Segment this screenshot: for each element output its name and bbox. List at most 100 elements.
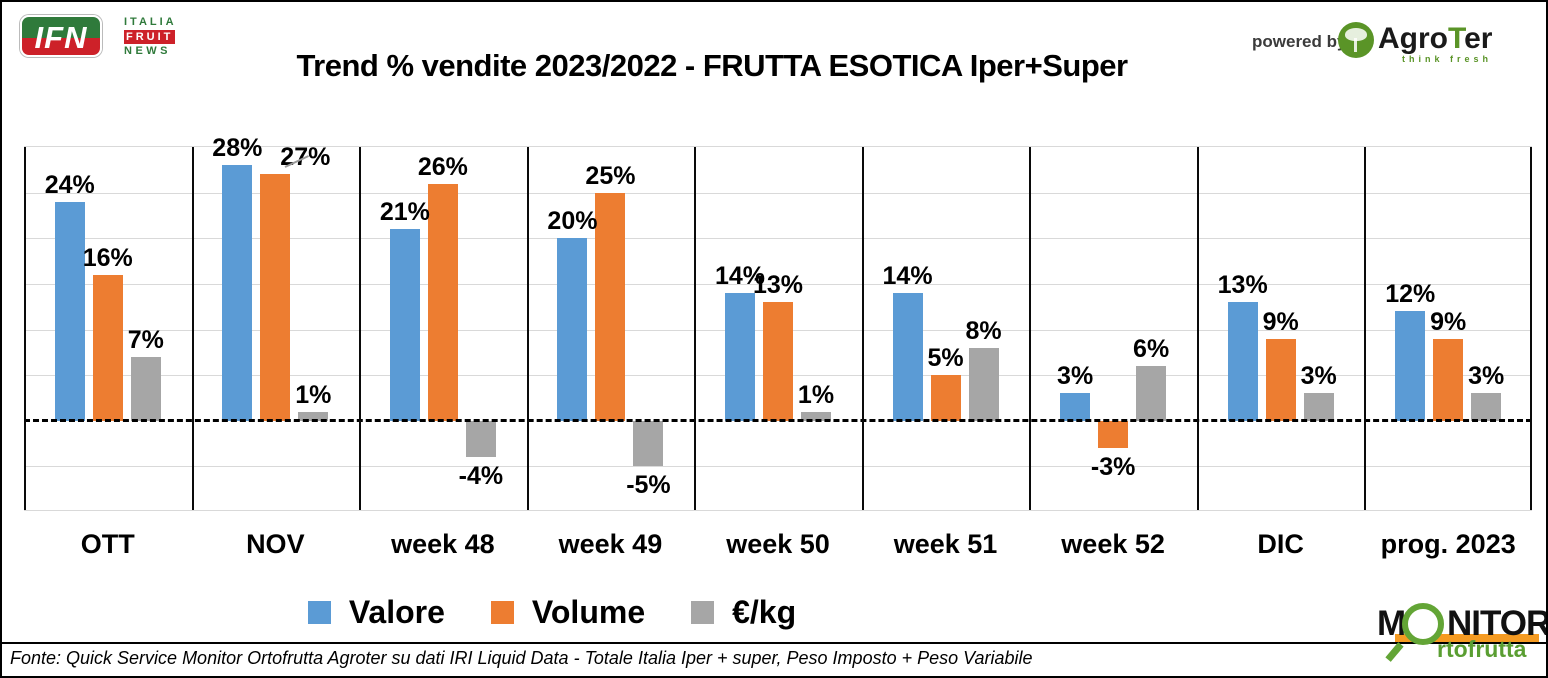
bar-valore-week-49 <box>557 238 588 421</box>
bar-valore-prog-2023 <box>1395 311 1426 421</box>
bar-label-valore-prog-2023: 12% <box>1385 280 1436 309</box>
bar-eur-kg-nov <box>298 411 329 421</box>
bar-volume-nov <box>260 174 291 421</box>
x-label-week-52: week 52 <box>1061 529 1165 559</box>
bar-volume-week-51 <box>930 375 961 421</box>
plot-area: 24% 16% 7% 28% 27% 1% 21% 26% -4% 20% 25% -5% 14% 13%… <box>24 134 1532 511</box>
ifn-red-half <box>22 37 100 55</box>
x-label-week-49: week 49 <box>558 529 663 559</box>
legend-label-volume: Volume <box>531 594 646 630</box>
x-label-week-51: week 51 <box>893 529 998 559</box>
bar-label-valore-week-52: 3% <box>1057 362 1094 391</box>
agroter-tagline: think fresh <box>1402 54 1493 64</box>
category-separator <box>192 147 194 510</box>
monitor-orange-bar <box>1395 634 1539 642</box>
agroter-tree-icon <box>1338 22 1374 58</box>
bar-label-valore-week-49: 20% <box>547 207 598 236</box>
legend-label-valore: Valore <box>348 594 445 630</box>
ifn-wordmark: ITALIA FRUIT NEWS <box>124 15 177 58</box>
bar-eur-kg-dic <box>1303 393 1334 421</box>
bar-label-valore-week-48: 21% <box>379 198 430 227</box>
bar-label-eur-kg-week-48: -4% <box>458 462 504 491</box>
ifn-acronym: IFN <box>34 20 88 55</box>
legend-swatch-volume <box>490 601 514 624</box>
bar-label-valore-week-50: 14% <box>714 262 766 290</box>
bar-valore-week-51 <box>892 293 923 421</box>
zero-line <box>24 419 1532 423</box>
legend-label-eur-kg: €/kg <box>732 594 797 630</box>
bar-volume-week-48 <box>427 183 458 421</box>
bar-eur-kg-ott <box>130 356 161 421</box>
trend-bar-chart: 24% 16% 7% 28% 27% 1% 21% 26% -4% 20% 25% -5% 14% 13%… <box>24 134 1532 559</box>
bar-label-eur-kg-prog-2023: 3% <box>1468 362 1505 391</box>
bar-valore-week-48 <box>389 229 420 421</box>
bar-label-valore-dic: 13% <box>1217 271 1268 300</box>
legend-item-eur-kg: €/kg <box>691 594 796 631</box>
legend-item-volume: Volume <box>490 594 646 631</box>
plot-left-edge <box>24 147 26 510</box>
category-separator <box>527 147 529 510</box>
monitor-ortofrutta-text: rtofrutta <box>1437 636 1527 662</box>
bar-valore-ott <box>54 201 85 421</box>
bar-valore-week-52 <box>1060 393 1091 421</box>
bar-volume-week-49 <box>595 192 626 421</box>
agroter-wordmark: AgroTer <box>1378 22 1493 55</box>
x-label-prog-2023: prog. 2023 <box>1380 529 1516 559</box>
bar-volume-week-50 <box>763 302 793 421</box>
ifn-line-italia: ITALIA <box>124 16 177 28</box>
gridline-15 <box>24 283 1532 285</box>
monitor-letters-nitor: NITOR <box>1447 604 1548 643</box>
page-title: Trend % vendite 2023/2022 - FRUTTA ESOTI… <box>296 48 1128 83</box>
x-label-ott: OTT <box>80 529 135 559</box>
bar-label-volume-dic: 9% <box>1262 307 1299 336</box>
x-label-dic: DIC <box>1257 529 1304 559</box>
bar-label-volume-ott: 16% <box>82 243 133 272</box>
legend-swatch-eur-kg <box>691 601 715 624</box>
gridline-25 <box>24 192 1532 194</box>
category-separator <box>359 147 361 510</box>
ifn-logo: IFN ITALIA FRUIT NEWS <box>20 13 176 59</box>
bar-volume-ott <box>92 274 123 421</box>
source-note: Fonte: Quick Service Monitor Ortofrutta … <box>10 648 1033 668</box>
x-label-week-50: week 50 <box>726 529 830 559</box>
bar-label-eur-kg-nov: 1% <box>295 380 332 409</box>
bar-label-valore-week-51: 14% <box>882 262 933 290</box>
bar-eur-kg-prog-2023 <box>1471 393 1502 421</box>
ifn-line-news: NEWS <box>124 45 171 57</box>
category-separator <box>694 147 696 510</box>
bar-label-eur-kg-dic: 3% <box>1300 362 1337 391</box>
bar-label-volume-week-50: 13% <box>752 271 804 300</box>
legend-item-valore: Valore <box>307 594 445 631</box>
category-separator <box>1364 147 1366 510</box>
bar-label-volume-week-51: 5% <box>927 344 964 373</box>
bar-eur-kg-week-50 <box>801 411 831 421</box>
bar-eur-kg-week-48 <box>465 420 496 458</box>
powered-by-label: powered by <box>1252 32 1347 51</box>
plot-right-edge <box>1530 147 1532 510</box>
bar-label-eur-kg-week-52: 6% <box>1133 335 1170 363</box>
bar-label-volume-week-48: 26% <box>417 152 468 181</box>
footer-divider <box>2 642 1546 644</box>
gridline-20 <box>24 238 1532 240</box>
bar-valore-week-50 <box>725 293 755 421</box>
bar-label-valore-nov: 28% <box>212 134 263 163</box>
category-separator <box>1197 147 1199 510</box>
bar-label-volume-prog-2023: 9% <box>1430 307 1467 336</box>
monitor-letter-m: M <box>1377 604 1407 643</box>
bar-label-volume-week-52: -3% <box>1090 453 1136 482</box>
category-separator <box>1029 147 1031 510</box>
bar-label-eur-kg-week-50: 1% <box>797 380 835 409</box>
bar-volume-dic <box>1265 338 1296 421</box>
agroter-logo: AgroTer think fresh <box>1338 20 1538 66</box>
magnifier-icon <box>1402 603 1444 645</box>
bar-valore-dic <box>1227 302 1258 421</box>
x-label-week-48: week 48 <box>391 529 495 559</box>
category-separator <box>862 147 864 510</box>
monitor-ortofrutta-logo: M NITOR rtofrutta <box>1377 603 1546 662</box>
legend-swatch-valore <box>307 601 331 624</box>
ifn-line-fruit: FRUIT <box>124 30 176 44</box>
bar-volume-prog-2023 <box>1433 338 1464 421</box>
x-label-nov: NOV <box>246 529 305 559</box>
bar-eur-kg-week-51 <box>968 347 999 421</box>
